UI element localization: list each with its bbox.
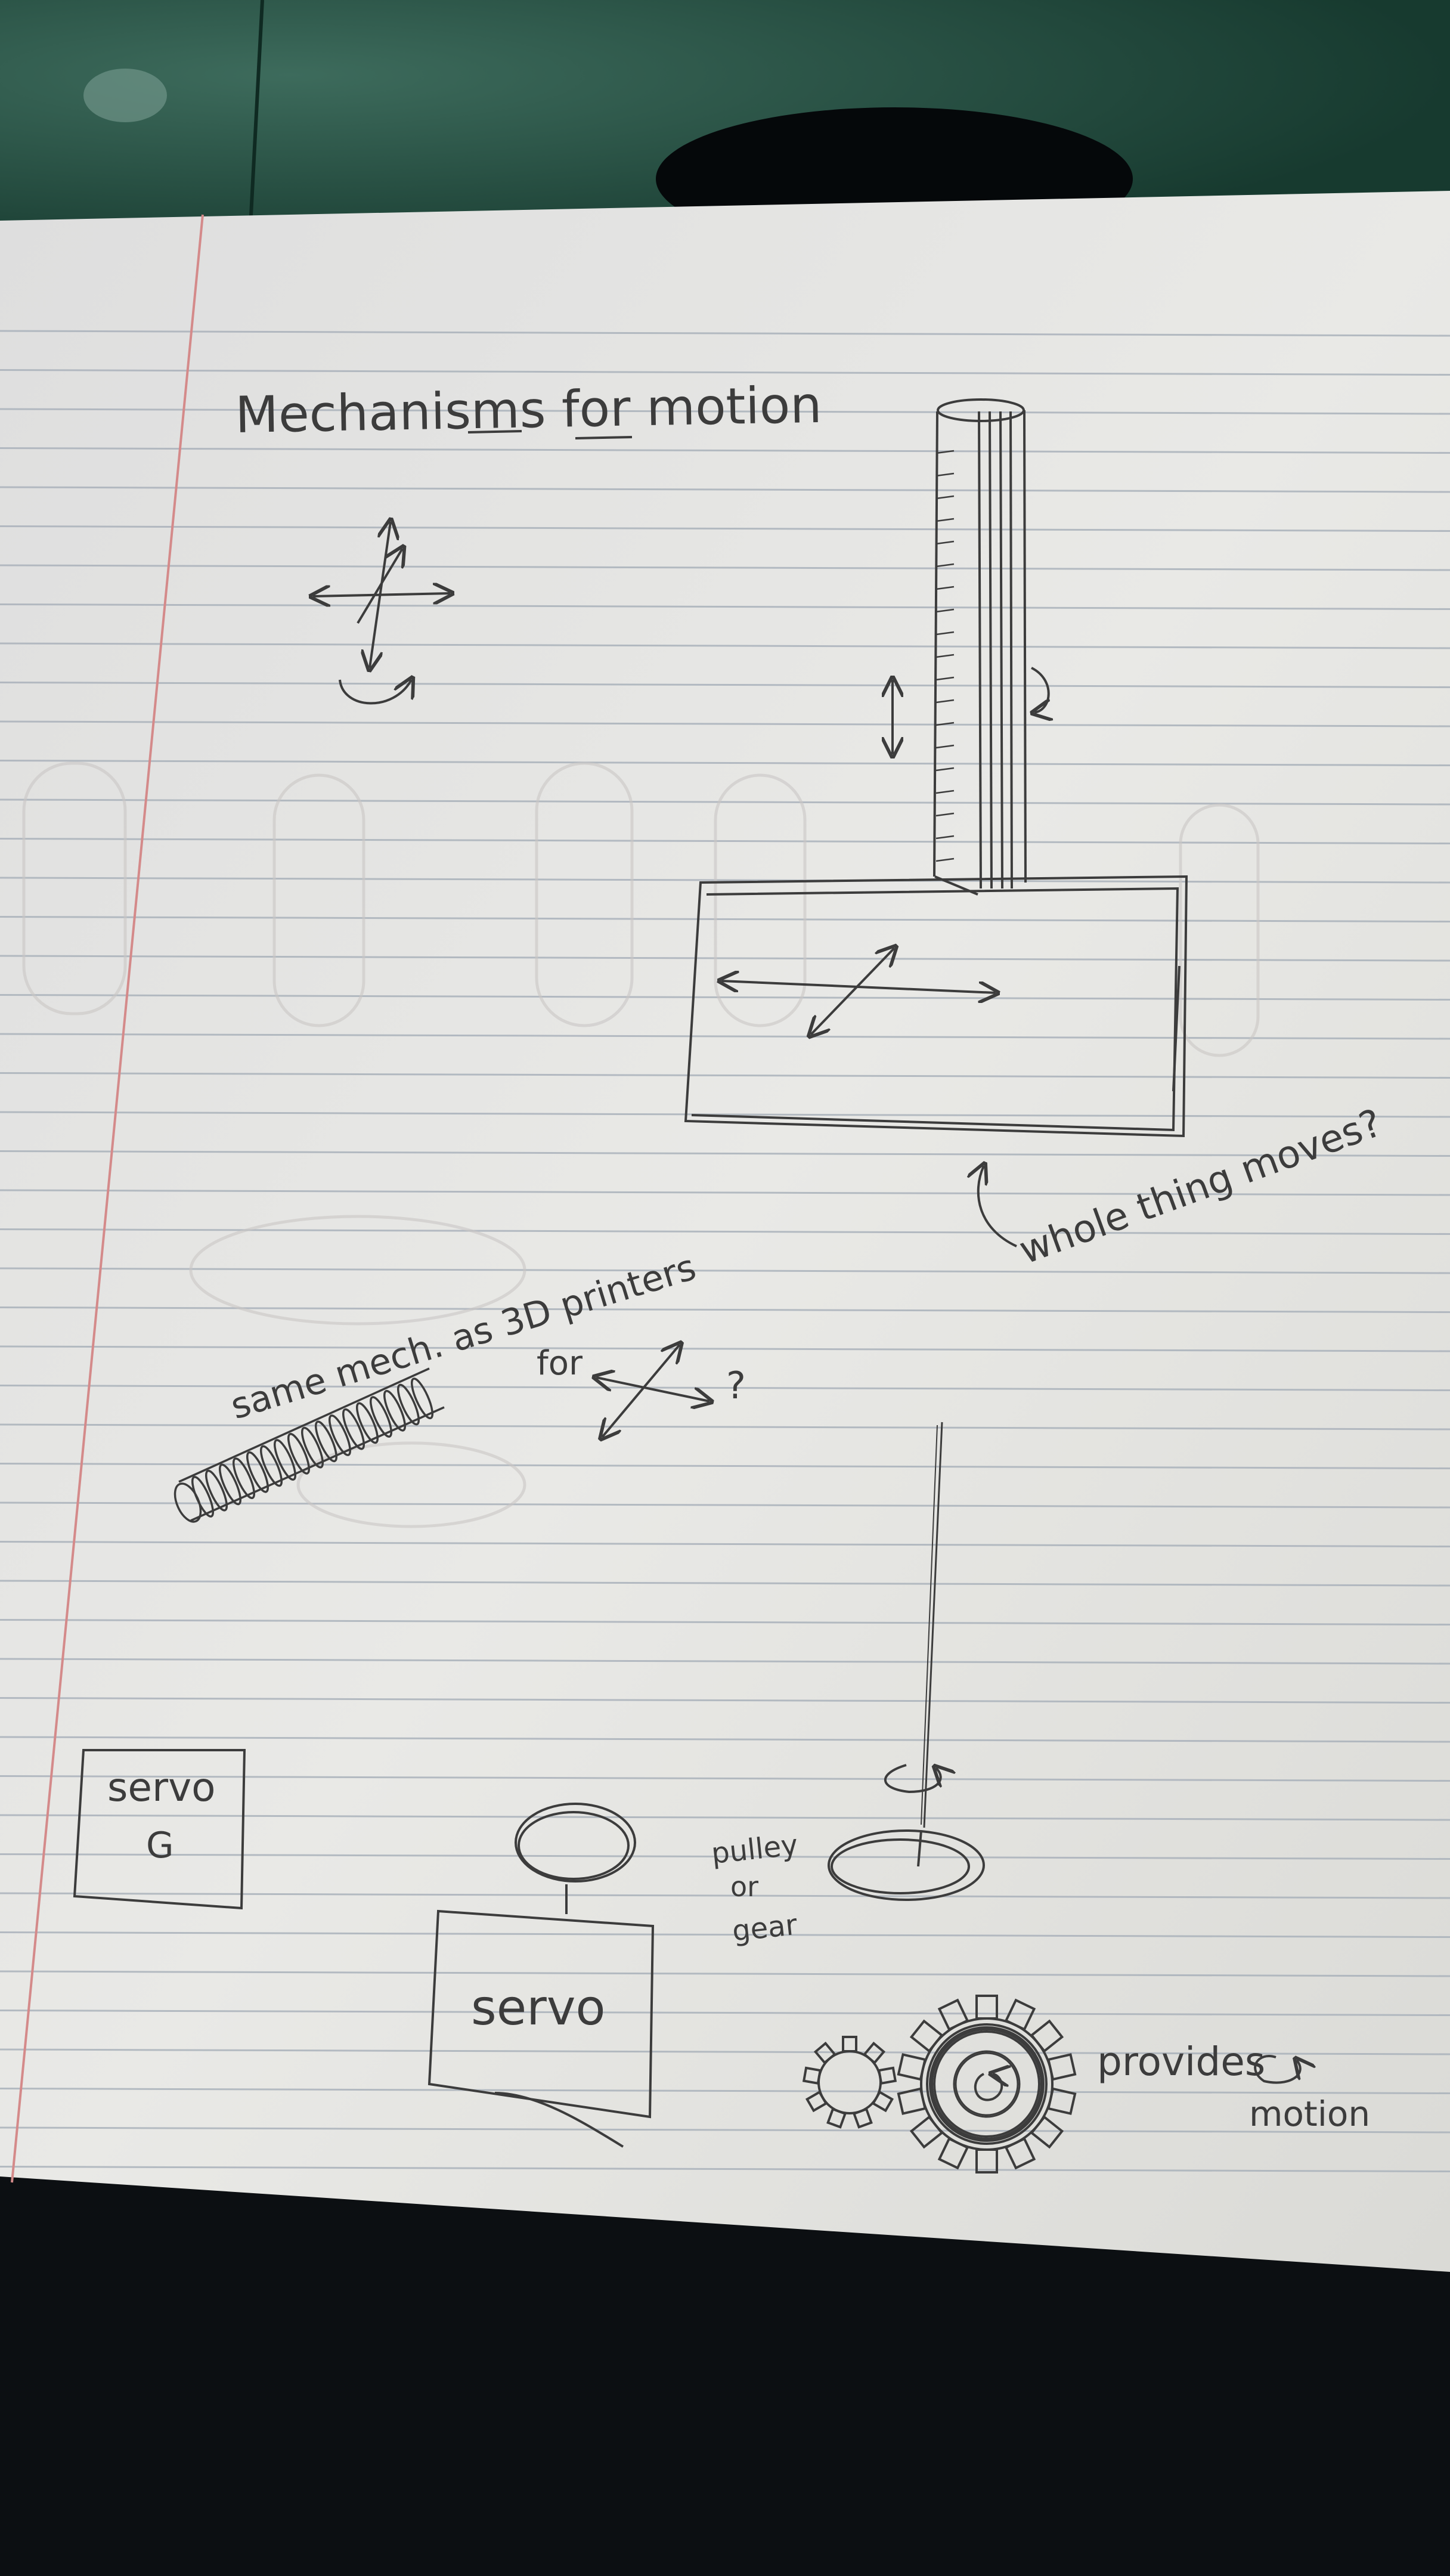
- printer-note-for: for: [537, 1344, 583, 1383]
- small-servo-symbol: G: [146, 1825, 174, 1866]
- large-servo-label: servo: [471, 1980, 606, 2036]
- question-mark: ?: [726, 1364, 746, 1407]
- pulley-or-label: or: [730, 1871, 758, 1903]
- title-text: Mechanisms for motion: [235, 376, 823, 444]
- pulley-gear-label: gear: [730, 1908, 799, 1948]
- small-servo-label: servo: [107, 1764, 216, 1810]
- provides-label: provides: [1097, 2039, 1265, 2085]
- motion-label: motion: [1249, 2094, 1370, 2134]
